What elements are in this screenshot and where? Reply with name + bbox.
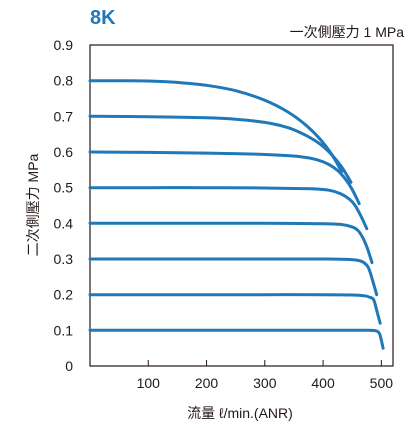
y-tick-label: 0.6 bbox=[54, 144, 74, 160]
chart-subtitle: 一次側壓力 1 MPa bbox=[290, 24, 405, 40]
y-tick-label: 0 bbox=[65, 358, 73, 374]
x-axis-ticks: 100 200 300 400 500 bbox=[137, 360, 394, 391]
y-tick-label: 0.5 bbox=[54, 180, 74, 196]
series-line bbox=[88, 186, 369, 231]
series-line bbox=[88, 293, 382, 325]
series-line bbox=[88, 79, 344, 174]
x-tick-label: 100 bbox=[137, 375, 161, 391]
series-line bbox=[88, 150, 361, 206]
chart-title: 8K bbox=[90, 7, 116, 29]
x-axis-label: 流量 ℓ/min.(ANR) bbox=[187, 405, 293, 421]
series-line bbox=[88, 114, 353, 184]
series-lines bbox=[88, 79, 385, 350]
y-tick-label: 0.8 bbox=[54, 73, 74, 89]
y-tick-label: 0.4 bbox=[54, 215, 74, 231]
series-line bbox=[88, 221, 374, 265]
y-tick-label: 0.2 bbox=[54, 287, 74, 303]
x-tick-label: 200 bbox=[195, 375, 219, 391]
x-tick-label: 500 bbox=[370, 375, 394, 391]
series-line bbox=[88, 328, 385, 350]
y-tick-label: 0.9 bbox=[54, 37, 74, 53]
plot-frame bbox=[89, 44, 394, 367]
y-axis-ticks: 0 0.1 0.2 0.3 0.4 0.5 0.6 0.7 0.8 0.9 bbox=[54, 37, 96, 374]
y-tick-label: 0.7 bbox=[54, 108, 74, 124]
x-tick-label: 400 bbox=[311, 375, 335, 391]
y-tick-label: 0.3 bbox=[54, 251, 74, 267]
x-tick-label: 300 bbox=[253, 375, 277, 391]
y-axis-label: 二次側壓力 MPa bbox=[25, 153, 41, 256]
series-line bbox=[88, 257, 379, 297]
y-tick-label: 0.1 bbox=[54, 322, 74, 338]
